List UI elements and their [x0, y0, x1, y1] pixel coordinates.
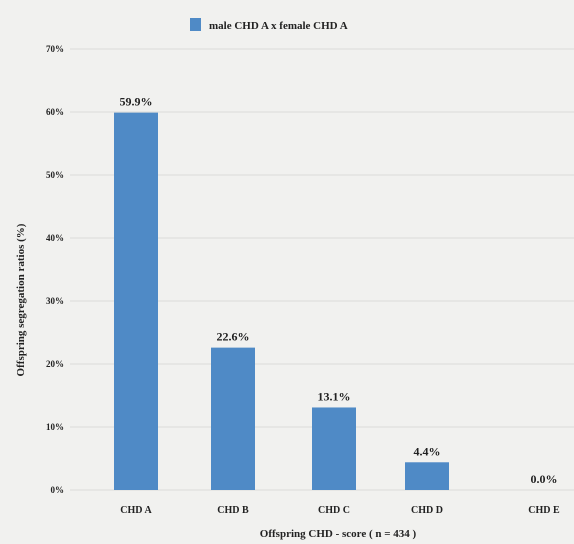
bar-chd-a [114, 112, 158, 490]
y-tick-label: 70% [46, 44, 64, 54]
x-tick-label: CHD D [411, 505, 443, 516]
legend-label: male CHD A x female CHD A [209, 20, 348, 32]
data-label: 0.0% [531, 472, 558, 486]
y-axis-ticks: 0% 10% 20% 30% 40% 50% 60% 70% [46, 44, 64, 495]
y-axis-title: Offspring segregation ratios (%) [15, 223, 27, 376]
y-tick-label: 60% [46, 107, 64, 117]
y-tick-label: 10% [46, 422, 64, 432]
y-tick-label: 50% [46, 170, 64, 180]
x-axis-ticks: CHD A CHD B CHD C CHD D CHD E [120, 505, 560, 516]
x-tick-label: CHD E [528, 505, 560, 516]
bar-chd-b [211, 347, 255, 490]
bar-chd-c [312, 407, 356, 490]
y-tick-label: 20% [46, 359, 64, 369]
data-label: 22.6% [217, 330, 250, 344]
x-tick-label: CHD B [217, 505, 249, 516]
y-tick-label: 30% [46, 296, 64, 306]
y-tick-label: 0% [51, 485, 65, 495]
bar-chd-d [405, 462, 449, 490]
x-tick-label: CHD A [120, 505, 152, 516]
y-tick-label: 40% [46, 233, 64, 243]
data-label: 4.4% [414, 444, 441, 458]
x-tick-label: CHD C [318, 505, 350, 516]
data-labels: 59.9% 22.6% 13.1% 4.4% 0.0% [120, 95, 558, 486]
data-label: 59.9% [120, 95, 153, 109]
bars [114, 112, 449, 490]
legend: male CHD A x female CHD A [190, 18, 348, 32]
data-label: 13.1% [318, 389, 351, 403]
x-axis-title: Offspring CHD - score ( n = 434 ) [260, 528, 417, 540]
legend-swatch [190, 18, 201, 31]
